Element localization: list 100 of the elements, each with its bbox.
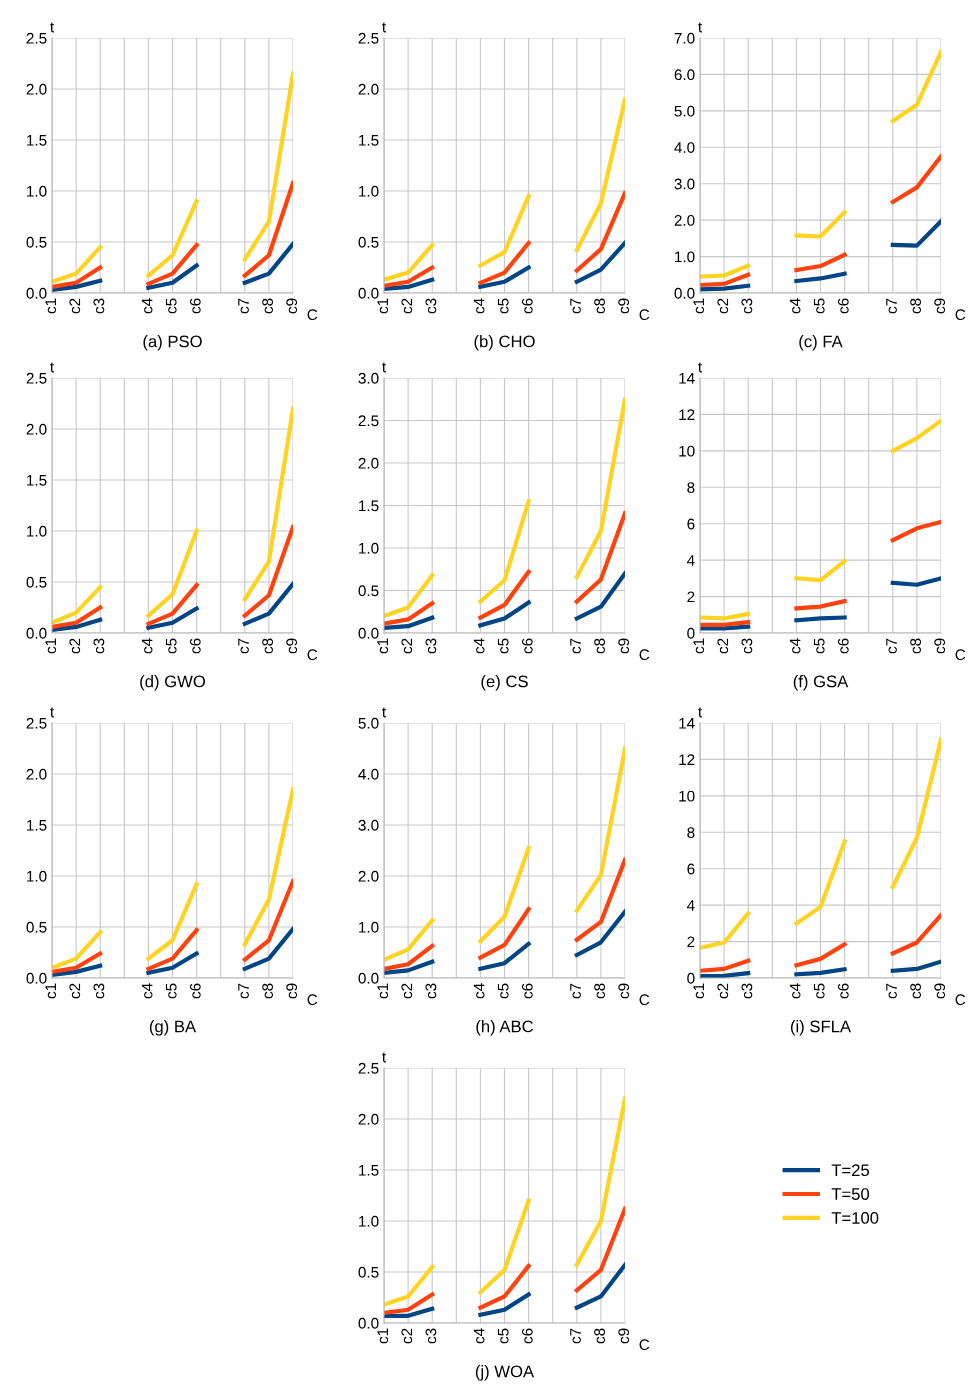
- x-tick-label: c9: [934, 298, 946, 314]
- x-tick-label: c7: [570, 298, 581, 314]
- x-axis-title: C: [307, 309, 318, 321]
- y-tick-label: 1.5: [27, 475, 47, 486]
- x-tick-label: c7: [886, 298, 897, 314]
- y-tick-label: 0.5: [26, 576, 47, 588]
- x-tick-label: c3: [741, 638, 753, 654]
- y-tick-label: 8: [687, 482, 695, 493]
- x-tick-label: c3: [741, 298, 753, 314]
- x-tick-label: c4: [473, 638, 485, 654]
- x-tick-label: c8: [262, 983, 273, 999]
- x-tick-label: c7: [238, 298, 249, 314]
- text: (g) BA: [149, 1020, 197, 1036]
- x-tick-label: c4: [789, 638, 801, 654]
- text: (j) WOA: [475, 1365, 535, 1381]
- y-tick-label: 1.0: [27, 185, 47, 197]
- x-tick-label: c7: [886, 983, 897, 999]
- x-tick-label: c9: [286, 983, 298, 999]
- x-tick-label: c2: [717, 298, 729, 314]
- x-axis-title: C: [639, 1339, 650, 1351]
- y-tick-label: 14: [679, 373, 695, 384]
- x-tick-label: c1: [377, 638, 389, 654]
- y-tick-label: 14: [679, 718, 695, 729]
- y-tick-label: 0.5: [358, 236, 379, 248]
- x-tick-label: c2: [717, 983, 729, 999]
- x-tick-label: c4: [789, 983, 801, 999]
- y-axis-title: t: [50, 707, 55, 718]
- y-tick-label: 0.0: [358, 627, 379, 639]
- y-tick-label: 1.5: [27, 820, 47, 831]
- x-axis-title: C: [639, 309, 650, 321]
- x-tick-label: c8: [594, 983, 605, 999]
- y-tick-label: 2.0: [26, 768, 47, 780]
- x-axis-title: C: [955, 649, 966, 661]
- x-tick-label: c7: [886, 638, 897, 654]
- x-axis-title: C: [307, 994, 318, 1006]
- x-axis-title: C: [639, 994, 650, 1006]
- x-tick-label: c4: [141, 298, 153, 314]
- y-tick-label: 2: [687, 591, 695, 603]
- text: (i) SFLA: [790, 1020, 852, 1036]
- x-tick-label: c6: [837, 298, 849, 314]
- x-tick-label: c3: [425, 638, 437, 654]
- x-tick-label: c1: [693, 298, 705, 314]
- x-tick-label: c6: [521, 983, 533, 999]
- x-tick-label: c3: [425, 298, 437, 314]
- x-axis-title: C: [307, 649, 318, 661]
- x-tick-label: c4: [141, 983, 153, 999]
- y-tick-label: 6.0: [674, 69, 695, 81]
- y-tick-label: 2.0: [358, 870, 379, 882]
- y-tick-label: 2.5: [358, 1062, 379, 1074]
- x-tick-label: c6: [189, 638, 201, 654]
- x-tick-label: c5: [165, 638, 177, 654]
- x-tick-label: c6: [837, 983, 849, 999]
- x-tick-label: c9: [618, 298, 630, 314]
- y-tick-label: 1.0: [27, 525, 47, 537]
- y-tick-label: 0.5: [26, 921, 47, 933]
- x-tick-label: c1: [693, 638, 705, 654]
- x-tick-label: c3: [93, 298, 105, 314]
- x-axis-title: C: [955, 994, 966, 1006]
- x-tick-label: c9: [286, 638, 298, 654]
- text: (b) CHO: [474, 335, 535, 351]
- x-tick-label: c1: [693, 983, 705, 999]
- x-tick-label: c6: [521, 638, 533, 654]
- text: (d) GWO: [140, 675, 206, 691]
- x-tick-label: c6: [521, 298, 533, 314]
- y-tick-label: 2.0: [26, 83, 47, 95]
- x-tick-label: c4: [141, 638, 153, 654]
- x-tick-label: c5: [165, 298, 177, 314]
- y-tick-label: 6: [687, 518, 695, 530]
- x-tick-label: c7: [570, 983, 581, 999]
- x-tick-label: c1: [45, 638, 57, 654]
- y-tick-label: 2.0: [358, 1113, 379, 1125]
- text: (c) FA: [799, 335, 843, 351]
- x-tick-label: c7: [238, 983, 249, 999]
- x-tick-label: c6: [521, 1328, 533, 1344]
- y-tick-label: 7.0: [674, 32, 695, 44]
- y-tick-label: 0.5: [26, 236, 47, 248]
- x-tick-label: c2: [401, 1328, 413, 1344]
- y-tick-label: 10: [679, 790, 695, 802]
- x-tick-label: c7: [238, 638, 249, 654]
- y-tick-label: 1.0: [359, 921, 379, 933]
- x-tick-label: c8: [910, 983, 921, 999]
- x-tick-label: c1: [377, 298, 389, 314]
- x-tick-label: c5: [497, 298, 509, 314]
- y-tick-label: 0.0: [26, 287, 47, 299]
- y-tick-label: 6: [687, 863, 695, 875]
- y-tick-label: 2.5: [358, 32, 379, 44]
- x-tick-label: c8: [262, 638, 273, 654]
- y-tick-label: 2.5: [358, 415, 379, 427]
- y-tick-label: 1.0: [359, 1215, 379, 1227]
- x-tick-label: c3: [93, 638, 105, 654]
- y-axis-title: t: [382, 22, 387, 33]
- x-tick-label: c8: [594, 1328, 605, 1344]
- y-axis-title: t: [50, 22, 55, 33]
- x-axis-title: C: [639, 649, 650, 661]
- x-tick-label: c2: [69, 298, 81, 314]
- y-tick-label: 2: [687, 936, 695, 948]
- legend-label: T=25: [831, 1164, 870, 1177]
- y-tick-label: 1.0: [359, 542, 379, 554]
- x-tick-label: c9: [618, 638, 630, 654]
- x-tick-label: c8: [262, 298, 273, 314]
